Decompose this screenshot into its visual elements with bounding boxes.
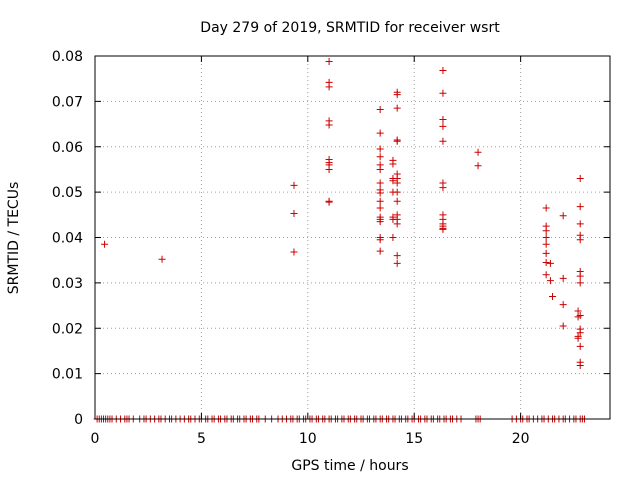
data-point (576, 220, 584, 228)
plot-frame (94, 55, 611, 420)
y-tick-label: 0.08 (52, 49, 83, 65)
data-point (393, 259, 401, 267)
data-point (393, 91, 401, 99)
data-point (559, 274, 567, 282)
data-point (439, 122, 447, 130)
data-point (542, 258, 550, 266)
x-axis-label: GPS time / hours (291, 458, 408, 474)
data-point (290, 248, 298, 256)
y-tick-label: 0.07 (52, 94, 83, 110)
data-point (393, 179, 401, 187)
data-point (576, 279, 584, 287)
data-point (393, 104, 401, 112)
data-point (574, 334, 582, 342)
data-point (376, 153, 384, 161)
data-point (290, 209, 298, 217)
data-point (376, 236, 384, 244)
data-point (290, 181, 298, 189)
y-tick-label: 0.01 (52, 367, 83, 383)
x-tick-label: 5 (197, 431, 206, 447)
data-point (376, 106, 384, 114)
x-tick-label: 10 (299, 431, 317, 447)
data-point (325, 165, 333, 173)
data-point (574, 307, 582, 315)
data-point (393, 252, 401, 260)
data-point (559, 212, 567, 220)
y-tick-label: 0.05 (52, 185, 83, 201)
y-tick-label: 0.04 (52, 231, 83, 247)
data-points (93, 57, 588, 423)
data-point (576, 272, 584, 280)
data-point (393, 188, 401, 196)
data-point (576, 203, 584, 211)
data-point (439, 67, 447, 75)
data-point (376, 189, 384, 197)
y-tick-label: 0.02 (52, 321, 83, 337)
data-point (376, 247, 384, 255)
data-point (376, 218, 384, 226)
data-point (542, 227, 550, 235)
data-point (542, 271, 550, 279)
grid-lines (95, 56, 610, 419)
axis-ticks: 0 5 10 15 20 0 0.01 0.02 0.03 0.04 0.05 0.06 0.07 0.0… (52, 49, 610, 447)
data-point (376, 129, 384, 137)
data-point (576, 329, 584, 337)
data-point (101, 240, 109, 248)
y-axis-label: SRMTID / TECUs (6, 182, 22, 295)
data-point (376, 204, 384, 212)
data-point (546, 277, 554, 285)
data-point (389, 160, 397, 168)
data-point (542, 204, 550, 212)
data-point (576, 236, 584, 244)
data-point (439, 225, 447, 233)
data-point (325, 57, 333, 65)
data-point (542, 240, 550, 248)
data-point (546, 259, 554, 267)
data-point (542, 249, 550, 257)
x-tick-label: 15 (405, 431, 423, 447)
data-point (325, 121, 333, 129)
x-tick-label: 20 (512, 431, 530, 447)
data-point (542, 234, 550, 241)
data-point (576, 342, 584, 350)
data-point (474, 148, 482, 156)
y-tick-label: 0.03 (52, 276, 83, 292)
data-point (439, 184, 447, 192)
data-point (393, 137, 401, 145)
data-point (325, 198, 333, 206)
y-tick-label: 0 (74, 412, 83, 428)
data-point (439, 116, 447, 124)
data-point (393, 220, 401, 228)
data-point (376, 179, 384, 187)
data-point (376, 197, 384, 205)
data-point (474, 162, 482, 170)
data-point (376, 165, 384, 173)
data-point (559, 301, 567, 309)
data-point (389, 177, 397, 185)
data-point (576, 312, 584, 320)
data-point (158, 255, 166, 263)
data-point (576, 361, 584, 369)
data-point (325, 83, 333, 91)
x-tick-label: 0 (91, 431, 100, 447)
data-point (576, 175, 584, 183)
data-point (439, 89, 447, 97)
data-point (549, 292, 557, 300)
chart-title: Day 279 of 2019, SRMTID for receiver wsr… (200, 20, 500, 36)
data-point (393, 197, 401, 205)
data-point (376, 145, 384, 153)
data-point (439, 137, 447, 145)
y-tick-label: 0.06 (52, 140, 83, 156)
data-point (389, 234, 397, 241)
data-point (559, 322, 567, 330)
